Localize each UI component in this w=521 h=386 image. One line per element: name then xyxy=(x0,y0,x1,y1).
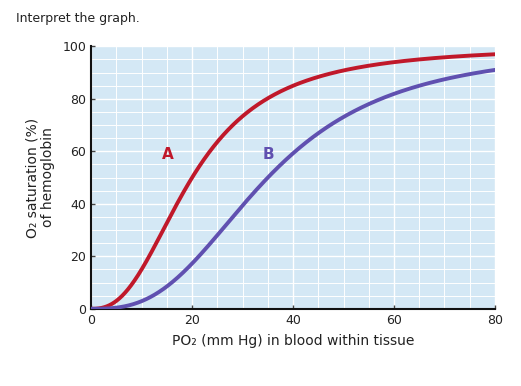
Text: A: A xyxy=(162,147,173,162)
Text: Interpret the graph.: Interpret the graph. xyxy=(16,12,140,25)
Text: B: B xyxy=(263,147,275,162)
Y-axis label: O₂ saturation (%)
of hemoglobin: O₂ saturation (%) of hemoglobin xyxy=(26,117,56,238)
X-axis label: PO₂ (mm Hg) in blood within tissue: PO₂ (mm Hg) in blood within tissue xyxy=(172,334,414,348)
